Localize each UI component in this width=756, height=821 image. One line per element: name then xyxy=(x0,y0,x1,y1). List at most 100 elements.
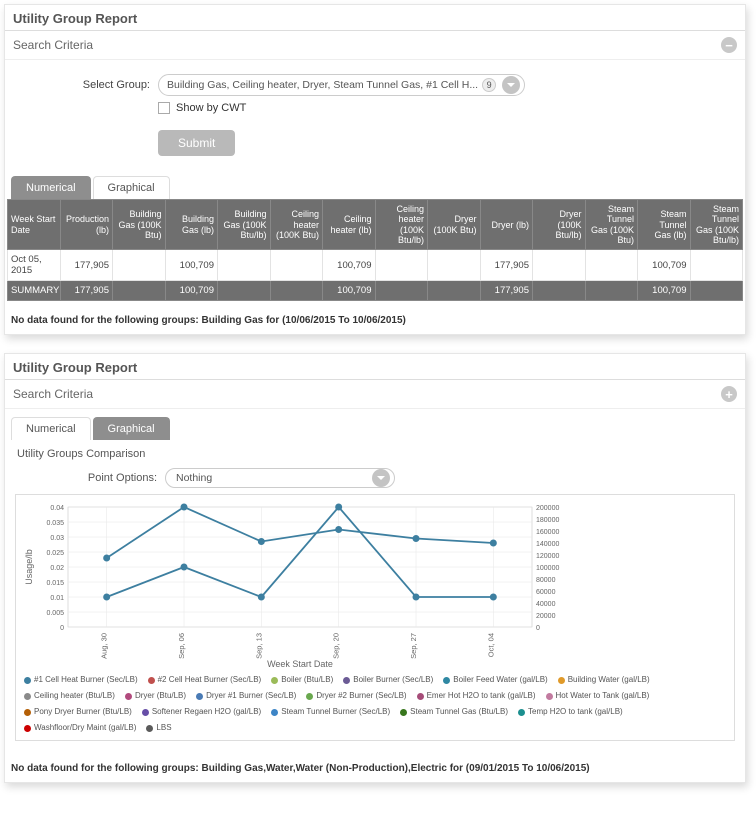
svg-text:Sep, 06: Sep, 06 xyxy=(177,633,186,659)
data-table-wrap: Week Start DateProduction (lb)Building G… xyxy=(5,199,745,307)
table-header: Production (lb) xyxy=(60,200,113,250)
chart-box: 00.0050.010.0150.020.0250.030.0350.04020… xyxy=(15,494,735,741)
svg-text:180000: 180000 xyxy=(536,517,559,524)
table-row: Oct 05, 2015 177,905 100,709 100,709 177… xyxy=(8,250,743,281)
table-header: Ceiling heater (lb) xyxy=(323,200,376,250)
page-title: Utility Group Report xyxy=(5,5,745,31)
svg-text:Sep, 20: Sep, 20 xyxy=(332,633,341,659)
legend-item: Washfloor/Dry Maint (gal/LB) xyxy=(24,722,136,734)
tabs: Numerical Graphical xyxy=(5,170,745,199)
table-header: Ceiling heater (100K Btu/lb) xyxy=(375,200,428,250)
svg-text:140000: 140000 xyxy=(536,541,559,548)
svg-text:Sep, 27: Sep, 27 xyxy=(409,633,418,659)
search-criteria-bar[interactable]: Search Criteria − xyxy=(5,31,745,60)
svg-text:0.02: 0.02 xyxy=(50,565,64,572)
search-criteria-bar[interactable]: Search Criteria + xyxy=(5,380,745,409)
no-data-message: No data found for the following groups: … xyxy=(5,307,745,334)
svg-text:0.015: 0.015 xyxy=(46,580,64,587)
select-group-count: 9 xyxy=(482,78,496,92)
svg-text:0: 0 xyxy=(536,625,540,632)
table-header: Building Gas (100K Btu) xyxy=(113,200,166,250)
legend-item: #2 Cell Heat Burner (Sec/LB) xyxy=(148,674,262,686)
legend-item: Steam Tunnel Burner (Sec/LB) xyxy=(271,706,390,718)
svg-text:100000: 100000 xyxy=(536,565,559,572)
legend-item: Building Water (gal/LB) xyxy=(558,674,650,686)
legend-item: Boiler Burner (Sec/LB) xyxy=(343,674,433,686)
legend-item: Dryer #2 Burner (Sec/LB) xyxy=(306,690,406,702)
svg-text:Sep, 13: Sep, 13 xyxy=(254,633,263,659)
tab-numerical[interactable]: Numerical xyxy=(11,176,91,199)
search-criteria-label: Search Criteria xyxy=(13,387,93,401)
select-group-label: Select Group: xyxy=(13,79,158,91)
point-options-label: Point Options: xyxy=(15,472,165,484)
select-group-value: Building Gas, Ceiling heater, Dryer, Ste… xyxy=(167,79,478,91)
svg-text:60000: 60000 xyxy=(536,589,556,596)
svg-text:0.03: 0.03 xyxy=(50,535,64,542)
legend-item: Pony Dryer Burner (Btu/LB) xyxy=(24,706,132,718)
svg-text:160000: 160000 xyxy=(536,529,559,536)
select-group-dropdown[interactable]: Building Gas, Ceiling heater, Dryer, Ste… xyxy=(158,74,525,96)
tab-graphical[interactable]: Graphical xyxy=(93,176,170,199)
table-header: Building Gas (100K Btu/lb) xyxy=(218,200,271,250)
legend-item: Softener Regaen H2O (gal/LB) xyxy=(142,706,261,718)
svg-text:Oct, 04: Oct, 04 xyxy=(486,633,495,657)
svg-text:Aug, 30: Aug, 30 xyxy=(100,633,109,659)
table-header: Week Start Date xyxy=(8,200,61,250)
legend-item: LBS xyxy=(146,722,171,734)
legend-item: Ceiling heater (Btu/LB) xyxy=(24,690,115,702)
svg-text:0.01: 0.01 xyxy=(50,595,64,602)
tab-graphical[interactable]: Graphical xyxy=(93,417,170,440)
table-header: Steam Tunnel Gas (100K Btu/lb) xyxy=(690,200,743,250)
table-header: Steam Tunnel Gas (100K Btu) xyxy=(585,200,638,250)
point-options-dropdown[interactable]: Nothing xyxy=(165,468,395,488)
data-table: Week Start DateProduction (lb)Building G… xyxy=(7,199,743,301)
page-title: Utility Group Report xyxy=(5,354,745,380)
svg-text:80000: 80000 xyxy=(536,577,556,584)
legend-item: Temp H2O to tank (gal/LB) xyxy=(518,706,623,718)
legend-item: Hot Water to Tank (gal/LB) xyxy=(546,690,650,702)
tabs: Numerical Graphical xyxy=(5,409,745,440)
legend-item: Boiler Feed Water (gal/LB) xyxy=(443,674,547,686)
legend-item: Emer Hot H2O to tank (gal/LB) xyxy=(417,690,536,702)
chart-legend: #1 Cell Heat Burner (Sec/LB) #2 Cell Heat… xyxy=(20,672,730,736)
expand-icon[interactable]: + xyxy=(721,386,737,402)
chevron-down-icon[interactable] xyxy=(502,76,520,94)
svg-text:0.025: 0.025 xyxy=(46,550,64,557)
svg-text:0.04: 0.04 xyxy=(50,505,64,512)
search-form: Select Group: Building Gas, Ceiling heat… xyxy=(5,60,745,170)
table-header: Dryer (100K Btu/lb) xyxy=(533,200,586,250)
panel-graphical: Utility Group Report Search Criteria + N… xyxy=(4,353,746,783)
legend-item: Boiler (Btu/LB) xyxy=(271,674,333,686)
submit-button[interactable]: Submit xyxy=(158,130,235,156)
table-header: Building Gas (lb) xyxy=(165,200,218,250)
legend-item: Dryer #1 Burner (Sec/LB) xyxy=(196,690,296,702)
svg-text:40000: 40000 xyxy=(536,601,556,608)
svg-text:200000: 200000 xyxy=(536,505,559,512)
table-header: Steam Tunnel Gas (lb) xyxy=(638,200,691,250)
svg-text:0: 0 xyxy=(60,625,64,632)
table-header: Ceiling heater (100K Btu) xyxy=(270,200,323,250)
table-header: Dryer (lb) xyxy=(480,200,533,250)
svg-text:20000: 20000 xyxy=(536,613,556,620)
no-data-message: No data found for the following groups: … xyxy=(5,755,745,782)
chart-svg: 00.0050.010.0150.020.0250.030.0350.04020… xyxy=(20,499,580,669)
svg-text:Usage/lb: Usage/lb xyxy=(24,550,34,586)
svg-text:0.005: 0.005 xyxy=(46,610,64,617)
show-by-cwt-checkbox[interactable] xyxy=(158,102,170,114)
chevron-down-icon[interactable] xyxy=(372,469,390,487)
table-summary-row: SUMMARY 177,905 100,709 100,709 177,905 … xyxy=(8,281,743,301)
svg-text:120000: 120000 xyxy=(536,553,559,560)
legend-item: Steam Tunnel Gas (Btu/LB) xyxy=(400,706,508,718)
chart-title: Utility Groups Comparison xyxy=(15,444,735,468)
tab-numerical[interactable]: Numerical xyxy=(11,417,91,440)
collapse-icon[interactable]: − xyxy=(721,37,737,53)
panel-numerical: Utility Group Report Search Criteria − S… xyxy=(4,4,746,335)
point-options-value: Nothing xyxy=(176,472,212,484)
legend-item: Dryer (Btu/LB) xyxy=(125,690,186,702)
svg-text:Week Start Date: Week Start Date xyxy=(267,659,333,669)
show-by-cwt-label: Show by CWT xyxy=(176,102,246,114)
chart-area: Utility Groups Comparison Point Options:… xyxy=(5,440,745,755)
legend-item: #1 Cell Heat Burner (Sec/LB) xyxy=(24,674,138,686)
table-header: Dryer (100K Btu) xyxy=(428,200,481,250)
search-criteria-label: Search Criteria xyxy=(13,38,93,52)
